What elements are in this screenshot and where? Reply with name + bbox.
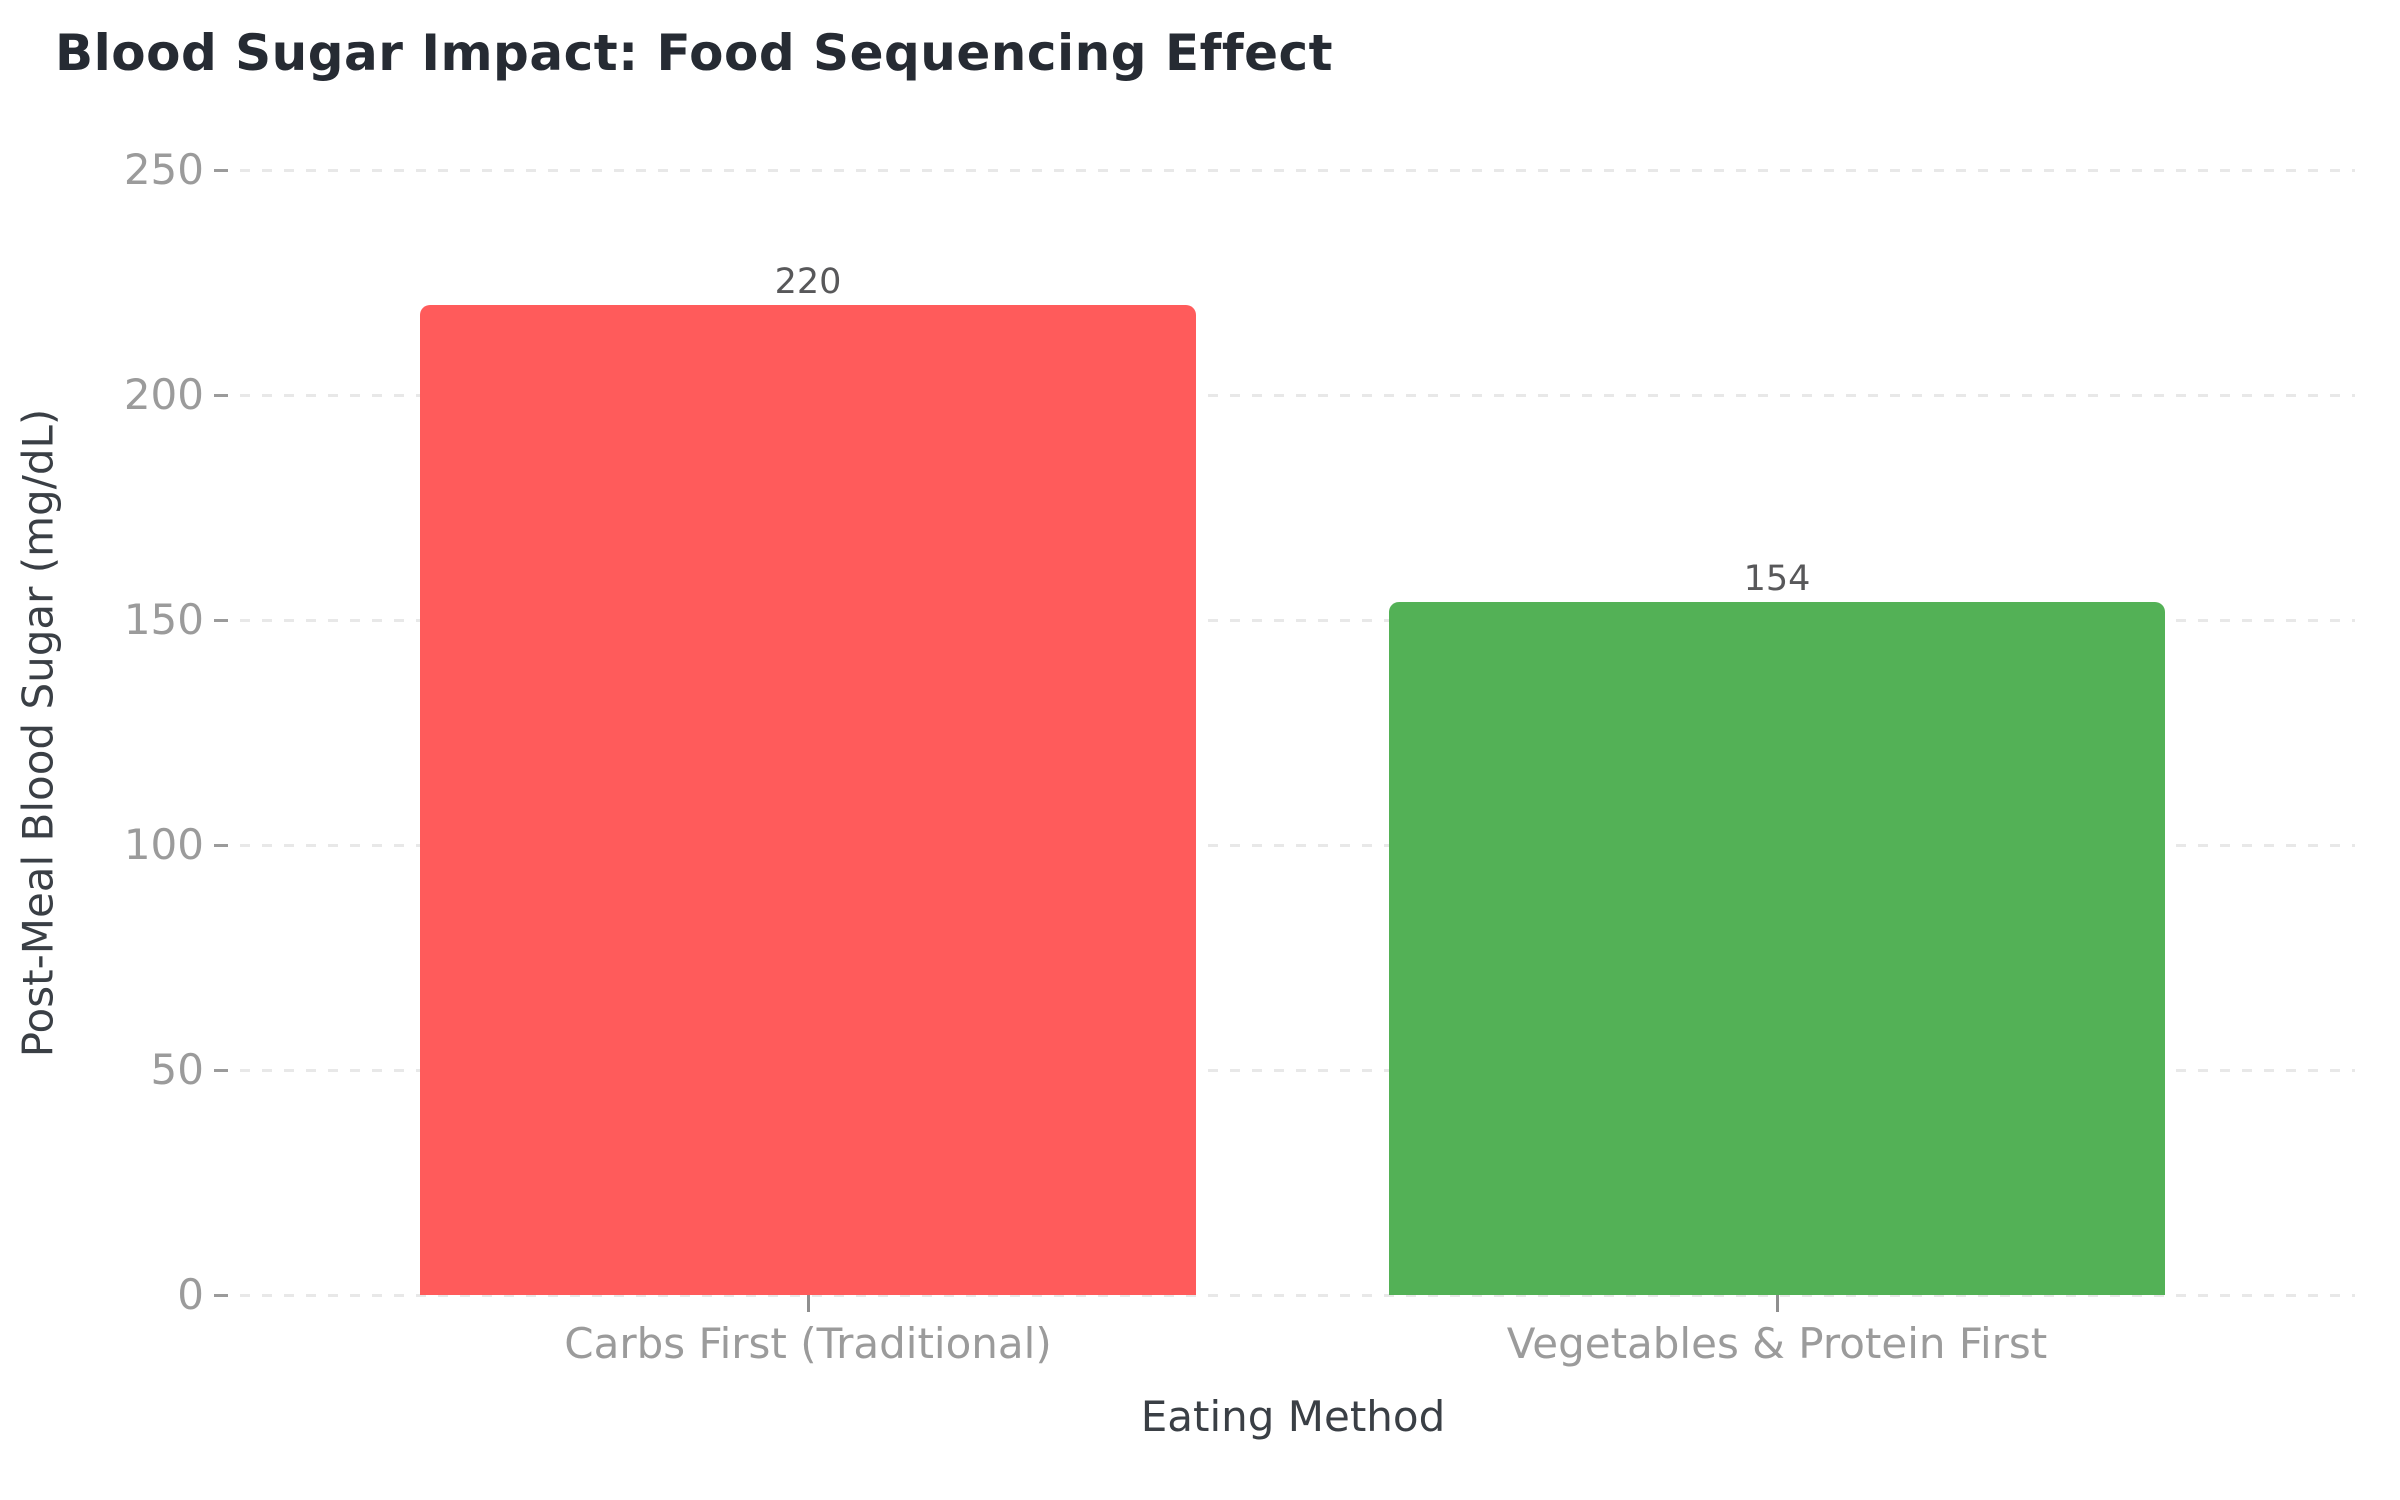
chart-title: Blood Sugar Impact: Food Sequencing Effe…	[55, 24, 1334, 82]
y-tick-mark-250	[214, 169, 228, 172]
gridline-y-50	[240, 1069, 2355, 1072]
gridline-y-250	[240, 169, 2355, 172]
y-tick-label-50: 50	[150, 1045, 204, 1094]
bar-carbs-first-traditional	[420, 305, 1196, 1295]
x-axis-title: Eating Method	[1140, 1392, 1446, 1441]
gridline-y-150	[240, 619, 2355, 622]
x-tick-mark-1	[807, 1295, 810, 1312]
y-tick-mark-200	[214, 394, 228, 397]
y-tick-mark-0	[214, 1294, 228, 1297]
value-label-220: 220	[774, 262, 842, 302]
y-tick-label-250: 250	[123, 145, 204, 194]
y-axis-title: Post-Meal Blood Sugar (mg/dL)	[13, 408, 63, 1058]
gridline-y-200	[240, 394, 2355, 397]
y-tick-label-100: 100	[123, 820, 204, 869]
y-tick-label-0: 0	[177, 1270, 204, 1319]
bar-vegetables-protein-first	[1389, 602, 2165, 1295]
y-tick-mark-50	[214, 1069, 228, 1072]
y-tick-label-150: 150	[123, 595, 204, 644]
y-tick-mark-150	[214, 619, 228, 622]
x-tick-label-2: Vegetables & Protein First	[1506, 1319, 2048, 1368]
x-tick-label-1: Carbs First (Traditional)	[564, 1319, 1052, 1368]
y-tick-mark-100	[214, 844, 228, 847]
value-label-154: 154	[1743, 559, 1811, 599]
gridline-y-100	[240, 844, 2355, 847]
y-tick-label-200: 200	[123, 370, 204, 419]
gridline-y-0	[240, 1294, 2355, 1297]
x-tick-mark-2	[1776, 1295, 1779, 1312]
